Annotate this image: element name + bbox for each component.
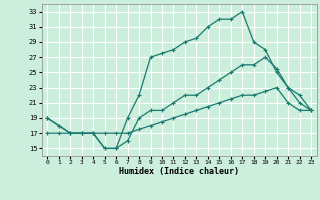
X-axis label: Humidex (Indice chaleur): Humidex (Indice chaleur)	[119, 167, 239, 176]
